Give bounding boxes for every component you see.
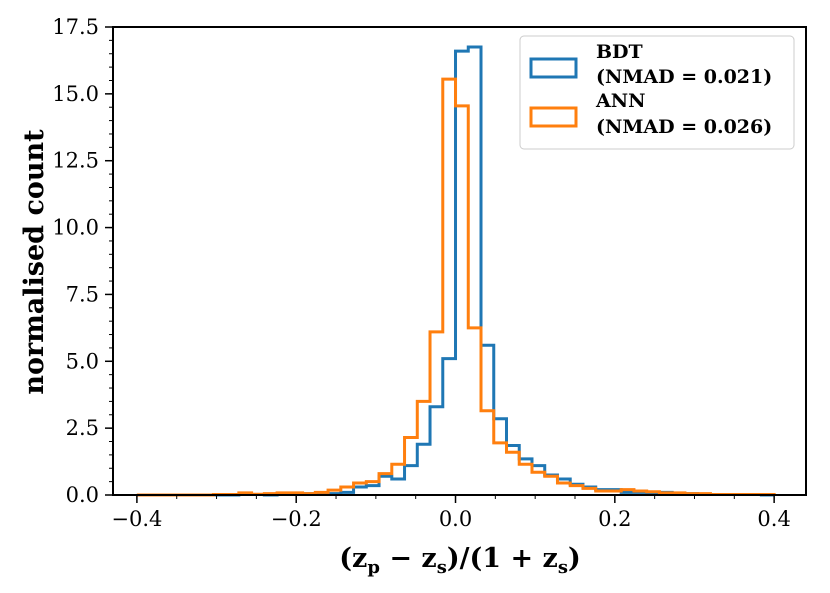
x-axis-title: (zp − zs)/(1 + zs)	[339, 543, 580, 578]
series-layer	[136, 45, 776, 497]
x-tick-label: 0.4	[757, 507, 790, 531]
x-axis-title-sub: s	[558, 557, 568, 578]
legend-nmad-ann: (NMAD = 0.026)	[596, 116, 772, 138]
x-axis-title-part: − z	[380, 543, 437, 574]
y-tick-label: 2.5	[66, 416, 99, 440]
y-tick-label: 7.5	[66, 282, 99, 306]
legend-label-bdt: BDT	[596, 41, 643, 63]
legend-nmad-bdt: (NMAD = 0.021)	[596, 66, 772, 88]
x-axis-title-part: )/(1 + z	[447, 543, 558, 574]
y-tick-label: 0.0	[66, 483, 99, 507]
y-tick-label: 12.5	[52, 149, 99, 173]
legend-box	[519, 35, 795, 150]
y-tick-label: 15.0	[52, 82, 99, 106]
ticks-layer: −0.4 −0.2 0.0 0.2 0.4 0.0 2.5 5.0 7.5 10.0 12.5 15.…	[52, 15, 791, 531]
x-tick-label: −0.2	[271, 507, 322, 531]
histogram-step-ann	[136, 77, 776, 497]
x-axis-title-sub: p	[367, 557, 380, 578]
legend-swatch-ann	[529, 106, 578, 128]
y-tick-label: 10.0	[52, 216, 99, 240]
x-axis-title-part: (z	[339, 543, 367, 574]
legend-swatch-bdt	[529, 57, 578, 79]
y-tick-label: 5.0	[66, 349, 99, 373]
x-tick-label: −0.4	[111, 507, 162, 531]
y-tick-label: 17.5	[52, 15, 99, 39]
axes-frame	[112, 26, 807, 496]
legend: BDT (NMAD = 0.021) ANN (NMAD = 0.026)	[519, 35, 795, 150]
x-axis-title-sub: s	[437, 557, 447, 578]
legend-label-ann: ANN	[595, 90, 645, 112]
x-tick-label: 0.0	[439, 507, 472, 531]
x-tick-label: 0.2	[598, 507, 631, 531]
y-axis-title: normalised count	[19, 129, 50, 395]
x-axis-title-part: )	[568, 543, 581, 574]
